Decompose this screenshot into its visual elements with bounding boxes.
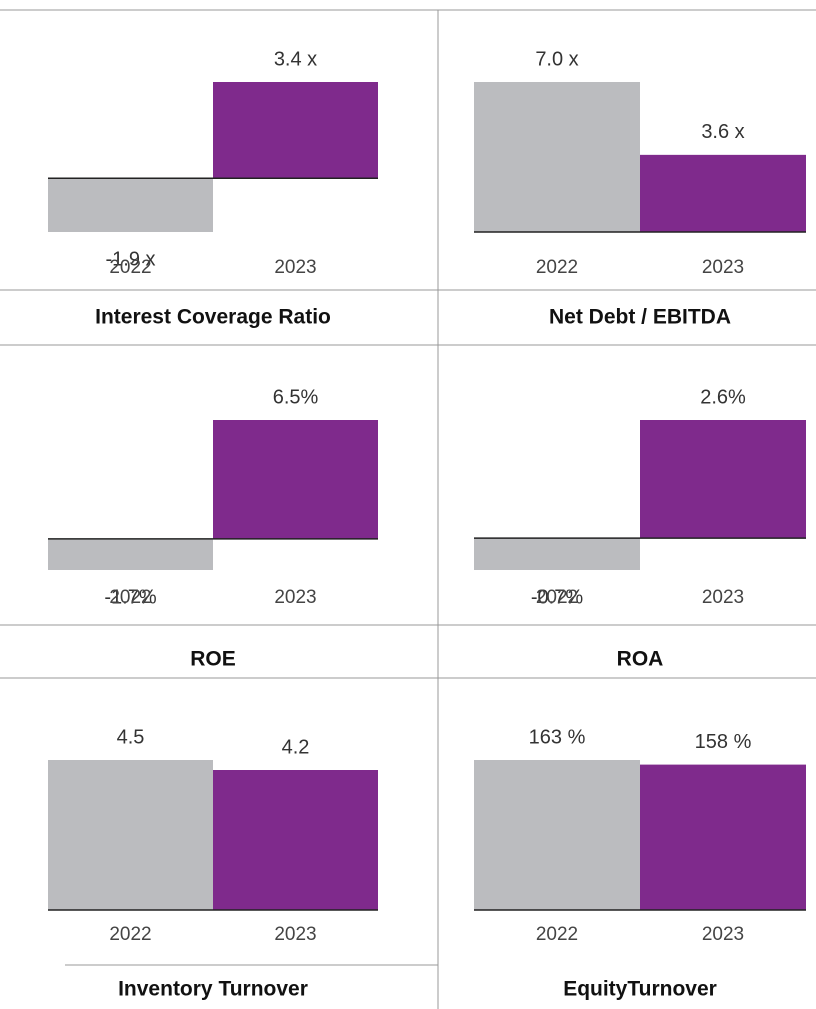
value-label: 2.6% [700,386,746,408]
category-label: 2022 [109,924,151,945]
bar [213,420,378,539]
value-label: 6.5% [273,386,319,408]
value-label: 3.6 x [701,121,744,143]
chart-title: Inventory Turnover [118,978,308,1001]
value-label: -0.7% [531,586,583,608]
bar [48,178,213,232]
value-label: 4.5 [117,726,145,748]
bar [48,760,213,910]
chart-title: Interest Coverage Ratio [95,306,331,329]
category-label: 2023 [702,924,744,945]
chart-title: EquityTurnover [563,978,717,1001]
bar [474,538,640,570]
value-label: 163 % [529,726,586,748]
bar [640,764,806,910]
value-label: 4.2 [282,736,310,758]
value-label: -1.7% [104,586,156,608]
category-label: 2023 [274,924,316,945]
value-label: 158 % [695,731,752,753]
bar [213,770,378,910]
category-label: 2023 [702,257,744,278]
bar [640,420,806,539]
bar [474,760,640,910]
chart-title: Net Debt / EBITDA [549,306,731,329]
category-label: 2022 [109,587,151,608]
chart-title: ROA [617,648,664,671]
value-label: -1.9 x [105,248,155,270]
bar [213,82,378,179]
category-label: 2022 [109,257,151,278]
bar [474,82,640,232]
value-label: 3.4 x [274,48,317,70]
chart-title: ROE [190,648,236,671]
bar [48,538,213,570]
category-label: 2022 [536,587,578,608]
value-label: 7.0 x [535,48,578,70]
category-label: 2023 [274,587,316,608]
category-label: 2023 [274,257,316,278]
category-label: 2022 [536,257,578,278]
category-label: 2022 [536,924,578,945]
bar [640,154,806,232]
category-label: 2023 [702,587,744,608]
